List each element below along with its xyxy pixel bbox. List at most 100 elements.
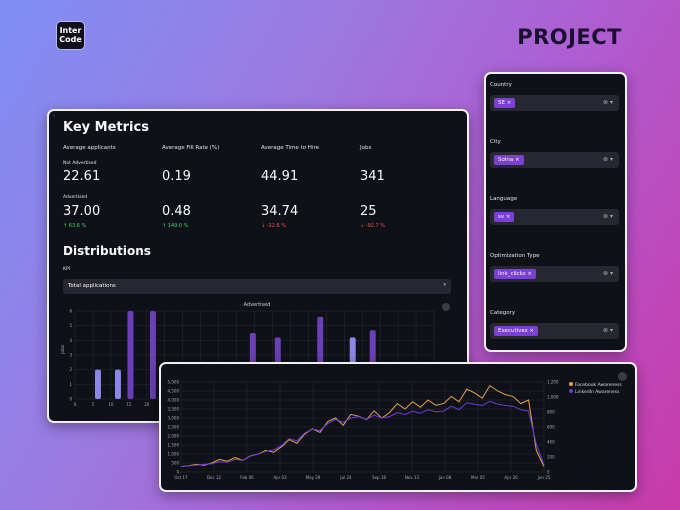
collapse-chevron-icon[interactable]: ›	[53, 113, 55, 119]
x-tick-label: Jan 08	[438, 475, 452, 480]
distributions-title: Distributions	[63, 244, 151, 258]
remove-tag-icon[interactable]: ×	[504, 100, 512, 106]
distribution-bar	[127, 311, 134, 399]
x-tick-label: 10	[108, 402, 114, 407]
y-tick-label: 1	[69, 382, 72, 387]
x-tick-label: Sep 18	[372, 475, 386, 480]
awareness-line-chart-panel: 0 500 1,000 1,500 2,000 2,500 3,000 3,500 4,000 4…	[159, 362, 637, 492]
legend-linkedin-label: LinkedIn Awareness	[575, 389, 620, 395]
remove-tag-icon[interactable]: ×	[527, 328, 535, 334]
x-tick-label: 20	[144, 402, 150, 407]
y-left-tick-label: 3,000	[168, 416, 180, 421]
not-advertised-value: 0.19	[162, 169, 191, 184]
filter-tag-text: link_clicks	[498, 271, 526, 277]
x-tick-label: 5	[92, 402, 95, 407]
y-left-tick-label: 500	[171, 461, 179, 466]
y-tick-label: 6	[69, 309, 72, 314]
metric-col-label: Average Time to Hire	[261, 145, 319, 151]
filter-label: Category	[490, 310, 516, 316]
remove-tag-icon[interactable]: ×	[513, 157, 520, 163]
clear-dropdown-icon[interactable]: ⊗ ▾	[603, 270, 613, 277]
remove-tag-icon[interactable]: ×	[504, 214, 511, 220]
filter-label: Language	[490, 196, 518, 202]
y-left-tick-label: 2,000	[168, 434, 180, 439]
x-tick-label: Dec 12	[207, 475, 222, 480]
x-tick-label: Oct 17	[174, 475, 188, 480]
filter-label: City	[490, 139, 501, 145]
x-tick-label: Mar 05	[471, 475, 485, 480]
filter-tag-text: Executives	[498, 328, 528, 334]
y-tick-label: 3	[69, 353, 72, 358]
intercode-logo: Inter Code	[57, 22, 84, 49]
x-tick-label: May 29	[306, 475, 321, 480]
advertised-value: 34.74	[261, 204, 299, 219]
filter-tag-text: Solna	[498, 157, 514, 163]
y-tick-label: 2	[69, 367, 72, 372]
key-metrics-title: Key Metrics	[63, 120, 149, 135]
project-headline: PROJECT	[517, 25, 622, 49]
y-right-tick-label: 0	[547, 470, 550, 475]
x-tick-label: Feb 06	[240, 475, 254, 480]
clear-dropdown-icon[interactable]: ⊗ ▾	[603, 99, 613, 106]
distribution-bar	[94, 369, 101, 399]
y-right-tick-label: 600	[547, 425, 555, 430]
metric-col-label: Average Fill Rate (%)	[162, 145, 220, 151]
filter-multiselect[interactable]: Solna × ⊗ ▾	[490, 152, 619, 168]
delta-badge: ↑ 63.6 %	[63, 223, 87, 229]
chevron-down-icon: ▾	[443, 282, 446, 288]
filter-tag[interactable]: link_clicks ×	[494, 269, 536, 279]
filter-tag-text: sv	[498, 214, 505, 220]
filter-multiselect[interactable]: sv × ⊗ ▾	[490, 209, 619, 225]
y-right-tick-label: 1,000	[547, 395, 559, 400]
distribution-bar	[114, 369, 121, 399]
dist-y-label: Jobs	[60, 344, 66, 355]
distribution-bar	[149, 311, 156, 399]
filter-multiselect[interactable]: link_clicks × ⊗ ▾	[490, 266, 619, 282]
kpi-select-value: Total applications	[68, 283, 116, 289]
delta-badge: ↑ 149.0 %	[162, 223, 189, 229]
y-left-tick-label: 1,500	[168, 443, 180, 448]
filter-tag[interactable]: Solna ×	[494, 155, 524, 165]
chart-menu-icon[interactable]	[618, 372, 627, 381]
metric-col-label: Average applicants	[63, 145, 116, 151]
not-advertised-value: 341	[360, 169, 385, 184]
filter-multiselect[interactable]: Executives × ⊗ ▾	[490, 323, 619, 339]
y-right-tick-label: 200	[547, 455, 555, 460]
dist-chart-title: Advertised	[244, 302, 271, 308]
facebook-awareness-line	[180, 384, 545, 468]
filter-label: Country	[490, 82, 512, 88]
y-right-tick-label: 1,200	[547, 380, 559, 385]
remove-tag-icon[interactable]: ×	[525, 271, 532, 277]
filter-tag[interactable]: Executives ×	[494, 326, 539, 336]
y-left-tick-label: 5,000	[168, 380, 180, 385]
not-advertised-value: 22.61	[63, 169, 101, 184]
filter-multiselect[interactable]: SE × ⊗ ▾	[490, 95, 619, 111]
clear-dropdown-icon[interactable]: ⊗ ▾	[603, 156, 613, 163]
logo-line1: Inter	[59, 26, 82, 35]
awareness-line-chart: 0 500 1,000 1,500 2,000 2,500 3,000 3,500 4,000 4…	[168, 380, 623, 481]
x-tick-label: 15	[126, 402, 132, 407]
clear-dropdown-icon[interactable]: ⊗ ▾	[603, 327, 613, 334]
x-tick-label: 0	[74, 402, 77, 407]
kpi-select[interactable]: Total applications ▾	[63, 279, 451, 294]
not-advertised-label: Not Advertised	[63, 161, 97, 166]
clear-dropdown-icon[interactable]: ⊗ ▾	[603, 213, 613, 220]
advertised-value: 37.00	[63, 204, 101, 219]
linkedin-awareness-line	[180, 400, 545, 467]
advertised-label: Advertised	[63, 195, 88, 200]
advertised-value: 0.48	[162, 204, 191, 219]
y-right-tick-label: 400	[547, 440, 555, 445]
y-tick-label: 4	[69, 338, 72, 343]
filter-label: Optimization Type	[490, 253, 540, 259]
x-tick-label: Nov 13	[405, 475, 420, 480]
metric-col-label: Jobs	[360, 145, 372, 151]
filter-tag[interactable]: SE ×	[494, 98, 516, 108]
kpi-label: KPI	[63, 267, 70, 272]
not-advertised-value: 44.91	[261, 169, 299, 184]
filter-tag[interactable]: sv ×	[494, 212, 515, 222]
logo-line2: Code	[59, 35, 82, 44]
chart-menu-icon[interactable]	[442, 303, 450, 311]
legend-facebook-swatch	[569, 382, 573, 386]
y-tick-label: 0	[69, 397, 72, 402]
y-left-tick-label: 2,500	[168, 425, 180, 430]
